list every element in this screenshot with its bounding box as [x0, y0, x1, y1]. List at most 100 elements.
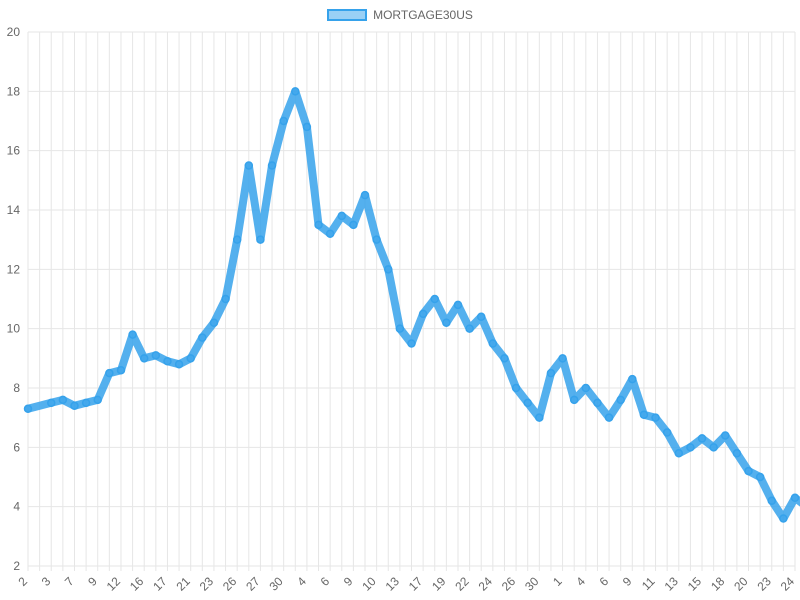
data-point[interactable] [81, 398, 91, 408]
y-tick-label: 8 [13, 381, 20, 395]
x-tick-label: 3 [39, 574, 54, 589]
data-point[interactable] [523, 398, 532, 408]
data-point[interactable] [593, 398, 602, 408]
data-point[interactable] [488, 339, 498, 348]
data-point[interactable] [581, 383, 591, 393]
data-point[interactable] [453, 300, 463, 310]
x-tick-label: 1 [550, 574, 565, 589]
data-point[interactable] [174, 360, 184, 369]
x-tick-label: 26 [220, 574, 240, 594]
y-tick-label: 16 [7, 144, 21, 158]
data-point[interactable] [511, 383, 521, 393]
y-tick-label: 18 [7, 84, 21, 98]
data-point[interactable] [686, 443, 695, 452]
x-tick-label: 24 [476, 574, 496, 594]
x-tick-label: 7 [62, 574, 77, 589]
y-tick-label: 6 [13, 440, 20, 454]
data-point[interactable] [302, 122, 312, 132]
data-point[interactable] [755, 472, 765, 482]
data-point[interactable] [662, 428, 672, 437]
data-point[interactable] [128, 330, 137, 339]
x-tick-label: 9 [85, 574, 100, 589]
data-point[interactable] [674, 449, 684, 458]
y-tick-label: 4 [13, 500, 20, 514]
x-tick-label: 17 [406, 574, 426, 594]
x-tick-label: 4 [294, 574, 309, 589]
data-point[interactable] [314, 220, 323, 230]
data-point[interactable] [70, 401, 79, 411]
data-point[interactable] [546, 368, 556, 378]
x-tick-label: 2 [15, 574, 30, 589]
data-point[interactable] [384, 265, 393, 274]
data-point[interactable] [569, 395, 579, 405]
data-point[interactable] [476, 312, 486, 322]
data-point[interactable] [767, 496, 777, 505]
data-point[interactable] [58, 395, 68, 405]
x-tick-label: 18 [708, 574, 728, 594]
data-point[interactable] [23, 404, 33, 414]
data-point[interactable] [744, 466, 753, 476]
data-point[interactable] [639, 410, 649, 419]
x-tick-label: 11 [639, 574, 658, 593]
x-tick-label: 30 [522, 574, 542, 594]
data-point[interactable] [337, 211, 347, 221]
x-tick-label: 26 [499, 574, 519, 594]
data-point[interactable] [442, 318, 451, 327]
data-point[interactable] [395, 324, 405, 333]
data-point[interactable] [535, 413, 544, 422]
data-point[interactable] [721, 431, 730, 440]
data-point[interactable] [267, 161, 277, 170]
x-tick-label: 22 [452, 574, 472, 594]
data-point[interactable] [46, 398, 56, 408]
y-tick-label: 12 [7, 262, 21, 276]
data-point[interactable] [105, 368, 114, 378]
data-point[interactable] [360, 190, 370, 200]
data-point[interactable] [651, 413, 660, 422]
data-point[interactable] [628, 374, 637, 384]
x-tick-label: 23 [755, 574, 775, 594]
data-point[interactable] [500, 354, 509, 363]
x-tick-label: 13 [383, 574, 403, 594]
data-point[interactable] [139, 354, 149, 363]
x-tick-label: 20 [731, 574, 751, 594]
data-point[interactable] [325, 229, 335, 238]
data-point[interactable] [558, 354, 567, 363]
data-point[interactable] [163, 357, 172, 366]
data-point[interactable] [256, 235, 265, 244]
data-point[interactable] [790, 493, 800, 503]
y-tick-label: 10 [7, 322, 21, 336]
data-point[interactable] [616, 395, 625, 405]
data-point[interactable] [198, 333, 207, 342]
x-tick-label: 21 [173, 574, 193, 594]
x-tick-label: 17 [150, 574, 170, 594]
data-point[interactable] [465, 324, 474, 333]
legend[interactable]: MORTGAGE30US [0, 8, 800, 22]
data-point[interactable] [779, 514, 788, 523]
data-point[interactable] [232, 235, 242, 244]
data-point[interactable] [279, 116, 288, 126]
data-point[interactable] [430, 294, 439, 304]
data-point[interactable] [116, 365, 126, 375]
data-point[interactable] [407, 339, 416, 348]
x-tick-label: 19 [429, 574, 449, 594]
data-point[interactable] [604, 413, 614, 422]
data-point[interactable] [418, 309, 428, 319]
data-point[interactable] [93, 395, 102, 405]
data-point[interactable] [151, 351, 161, 360]
data-point[interactable] [732, 449, 742, 458]
data-point[interactable] [244, 161, 254, 170]
data-point[interactable] [221, 294, 230, 304]
x-tick-label: 12 [104, 574, 124, 594]
x-tick-label: 30 [266, 574, 286, 594]
x-tick-label: 13 [662, 574, 682, 594]
y-tick-label: 2 [13, 559, 20, 573]
data-point[interactable] [709, 443, 718, 452]
data-point[interactable] [349, 220, 358, 230]
data-point[interactable] [186, 354, 195, 363]
data-point[interactable] [291, 87, 300, 96]
data-point[interactable] [697, 434, 707, 443]
data-point[interactable] [209, 318, 219, 327]
data-point[interactable] [372, 235, 381, 244]
